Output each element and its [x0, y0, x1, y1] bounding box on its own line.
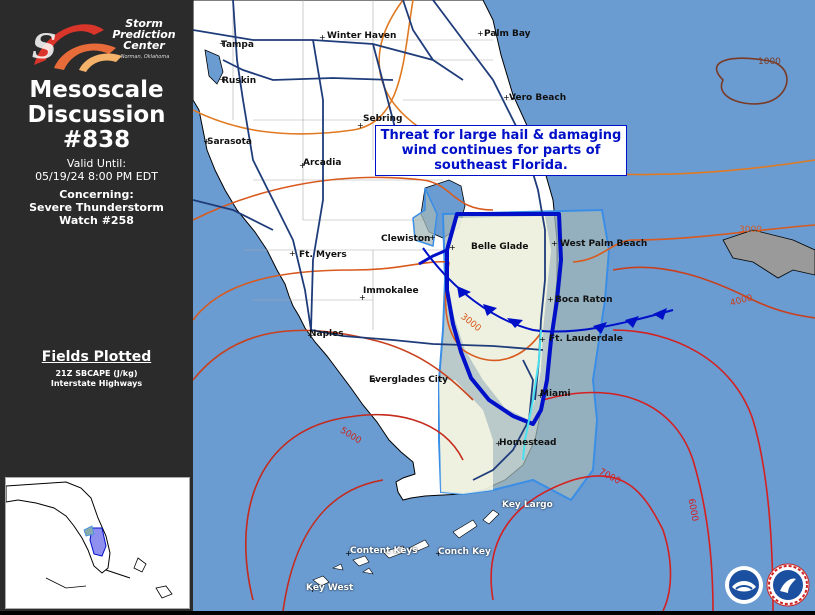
md-number: #838 [62, 127, 131, 153]
contour-label-1000: 1000 [758, 57, 781, 67]
svg-text:+: + [289, 249, 296, 258]
noaa-logo-icon [724, 565, 764, 605]
city-label-naples: Naples [309, 329, 344, 339]
spc-name: Storm Prediction Center [104, 18, 184, 51]
concerning: Concerning: Severe Thunderstorm Watch #2… [0, 188, 193, 227]
md-title: Mesoscale Discussion #838 [0, 78, 193, 153]
valid-until: Valid Until: 05/19/24 8:00 PM EDT [0, 157, 193, 183]
svg-text:+: + [477, 29, 484, 38]
city-label-belle-glade: Belle Glade [471, 242, 529, 252]
svg-text:+: + [503, 93, 510, 102]
svg-text:+: + [203, 137, 210, 146]
svg-text:+: + [551, 239, 558, 248]
city-label-winter-haven: Winter Haven [327, 31, 397, 41]
svg-text:+: + [429, 233, 436, 242]
md-outline [445, 212, 563, 426]
concerning-label: Concerning: [59, 188, 134, 201]
city-label-miami: Miami [540, 389, 571, 399]
svg-text:+: + [319, 33, 326, 42]
svg-text:+: + [219, 75, 226, 84]
svg-text:+: + [219, 39, 226, 48]
contour-label-3000-east: 3000 [739, 225, 762, 235]
city-label-sebring: Sebring [363, 114, 403, 124]
svg-text:+: + [309, 585, 316, 594]
concerning-line1: Severe Thunderstorm [29, 201, 164, 214]
spc-name-line3: Center [123, 39, 165, 52]
sidebar: S Storm Prediction Center Norman, Oklaho… [0, 0, 193, 611]
svg-text:+: + [435, 549, 442, 558]
svg-text:+: + [495, 439, 502, 448]
city-label-arcadia: Arcadia [303, 158, 342, 168]
svg-text:+: + [299, 161, 306, 170]
city-label-boca-raton: Boca Raton [555, 295, 613, 305]
field-item-sbcape: 21Z SBCAPE (J/kg) [55, 369, 138, 378]
fields-plotted-list: 21Z SBCAPE (J/kg) Interstate Highways [0, 369, 193, 389]
svg-text:+: + [357, 121, 364, 130]
fields-plotted-title: Fields Plotted [41, 349, 152, 365]
valid-time: 05/19/24 8:00 PM EDT [35, 170, 158, 183]
md-summary-line3: southeast Florida. [434, 158, 568, 173]
city-label-west-palm-beach: West Palm Beach [560, 239, 648, 249]
field-item-highways: Interstate Highways [50, 379, 143, 388]
city-label-immokalee: Immokalee [363, 286, 419, 296]
highway-i75 [232, 0, 544, 351]
city-label-conch-key: Conch Key [438, 547, 491, 557]
city-label-ft-myers: Ft. Myers [299, 250, 347, 260]
svg-text:+: + [449, 243, 456, 252]
spc-name-line2: Prediction [112, 28, 176, 41]
spc-location: Norman, Oklahoma [120, 54, 170, 60]
map-area: + + + + + + + + + + + + + + + + + + + + + + + 1000 3000… [192, 0, 815, 612]
svg-text:S: S [32, 27, 57, 67]
city-label-key-largo: Key Largo [502, 500, 553, 510]
svg-text:+: + [501, 499, 508, 508]
nws-logo-icon [766, 563, 810, 607]
svg-text:+: + [371, 376, 378, 385]
svg-text:+: + [539, 335, 546, 344]
city-label-sarasota: Sarasota [207, 137, 252, 147]
cape-6000-contour [542, 391, 714, 612]
svg-text:+: + [359, 293, 366, 302]
city-label-vero-beach: Vero Beach [509, 93, 567, 103]
svg-text:+: + [307, 331, 314, 340]
md-title-line2: Discussion [27, 102, 166, 128]
cape-1000-contour [715, 57, 788, 105]
md-summary-line2: wind continues for parts of [401, 143, 601, 158]
md-summary-box: Threat for large hail & damaging wind co… [375, 125, 627, 176]
concerning-line2: Watch #258 [59, 214, 134, 227]
valid-label: Valid Until: [66, 157, 127, 170]
svg-text:+: + [345, 549, 352, 558]
city-label-tampa: Tampa [221, 40, 254, 50]
city-label-palm-bay: Palm Bay [484, 29, 531, 39]
spc-logo-icon: S [24, 10, 184, 80]
city-label-content-keys: Content Keys [350, 546, 418, 556]
cape-4000-contour [612, 266, 815, 319]
spc-name-line1: Storm [125, 17, 163, 30]
city-label-key-west: Key West [306, 583, 354, 593]
md-summary-line1: Threat for large hail & damaging [380, 128, 622, 143]
map-svg: + + + + + + + + + + + + + + + + + + + + + + + [192, 0, 815, 612]
inset-map [5, 477, 190, 609]
svg-text:+: + [537, 391, 544, 400]
city-label-ft-lauderdale: Ft. Lauderdale [549, 334, 623, 344]
cape-7000-contour [490, 475, 672, 612]
city-label-clewiston: Clewiston [381, 234, 431, 244]
city-label-everglades-city: Everglades City [369, 375, 449, 385]
md-title-line1: Mesoscale [29, 77, 164, 103]
cape-5000-contour [245, 413, 464, 601]
city-label-ruskin: Ruskin [222, 76, 257, 86]
svg-text:+: + [547, 295, 554, 304]
city-label-homestead: Homestead [499, 438, 557, 448]
